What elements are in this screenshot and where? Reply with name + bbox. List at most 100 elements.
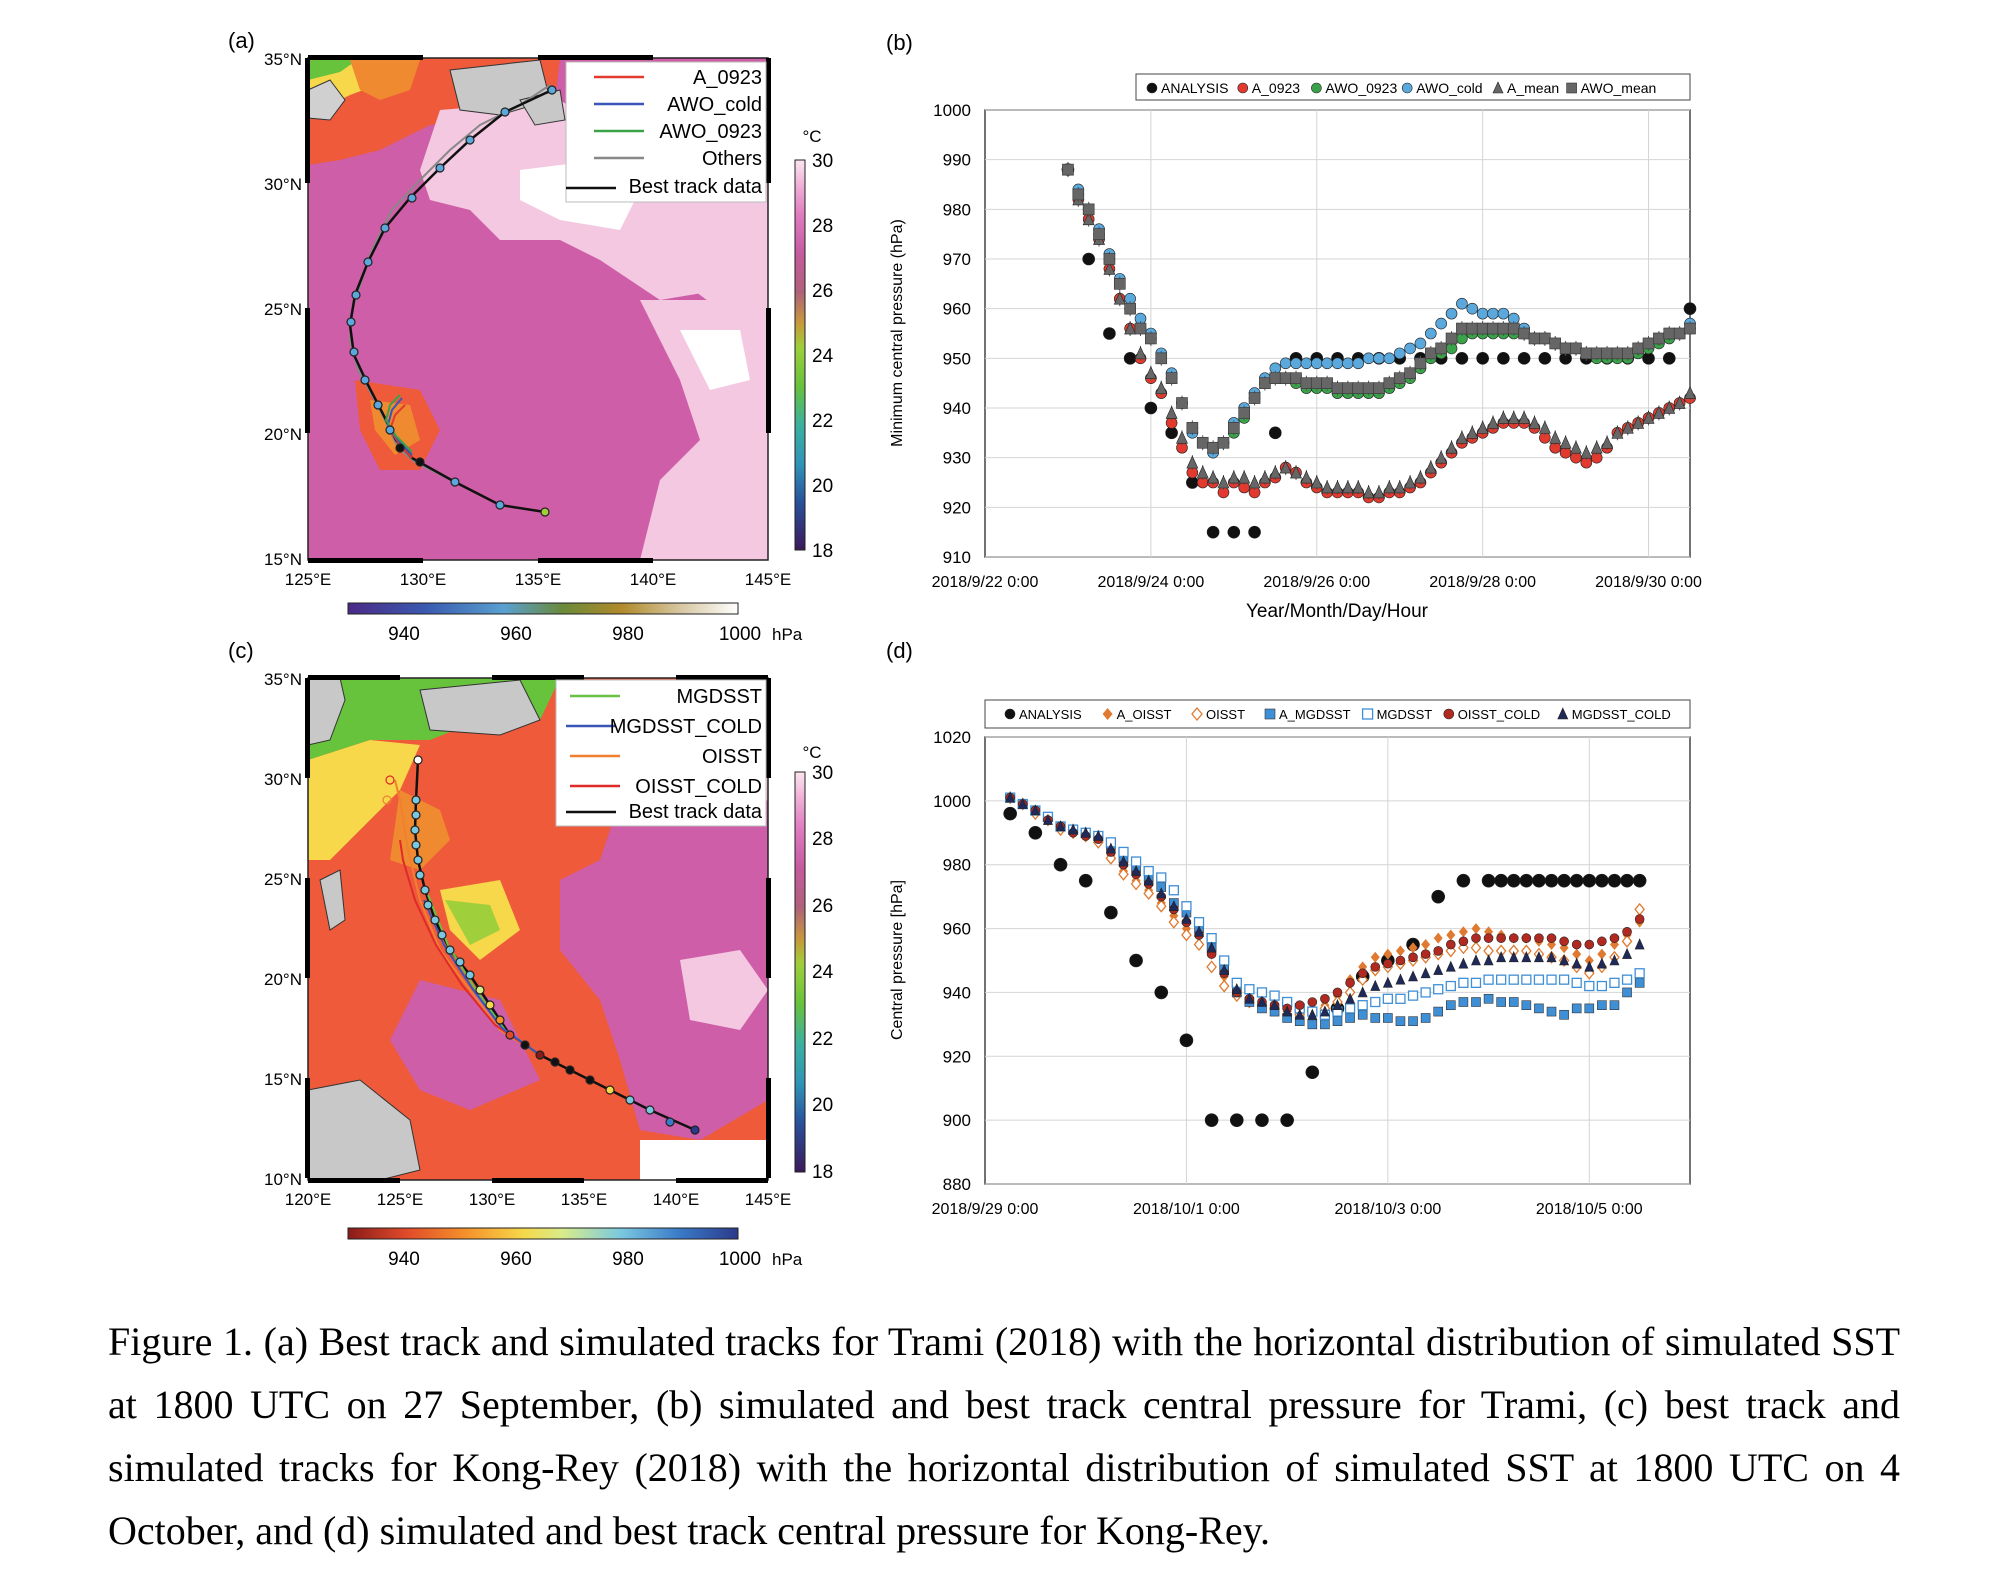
point-awo_cold [1466,302,1479,315]
point-awo_mean [1528,332,1541,345]
point-a_mean [1279,460,1292,474]
point-awo_mean [1207,441,1219,454]
point-a_mgdsst [1521,1000,1532,1011]
plot-area-d [984,736,1691,1185]
point-analysis [1481,873,1496,888]
point-mgdsst [1269,990,1280,1001]
point-mgdsst [1558,974,1570,985]
legend-marker-awo_cold [1401,82,1413,94]
point-awo_cold [1279,357,1292,370]
point-awo_mean [1248,392,1261,404]
sst-tick-a: 24 [812,346,834,367]
point-mgdsst [1609,977,1620,988]
point-a_mean [1476,420,1489,434]
point-oisst_cold [1370,962,1381,972]
point-mgdsst [1206,933,1217,944]
point-analysis [1582,873,1597,888]
point-analysis [1557,873,1571,888]
point-a_mean [1383,480,1396,494]
point-a_mean [1601,435,1614,449]
legend-a-item: A_0923 [693,67,762,89]
point-awo_cold [1300,357,1313,370]
point-a_mean [1621,420,1634,434]
point-a_mgdsst [1559,1009,1569,1020]
point-mgdsst_cold [1420,967,1431,979]
point-a_mean [1373,485,1385,499]
track-points-c [382,755,700,1135]
lat-tick-c: 30°N [264,770,302,789]
point-a_oisst [1458,926,1468,938]
y-tick-label: 1020 [933,728,971,747]
point-analysis [1497,352,1510,365]
panel-d-label: (d) [886,638,913,663]
point-awo_mean [1590,347,1603,360]
point-mgdsst_cold [1483,954,1494,966]
point-awo_cold [1342,357,1354,370]
point-awo_mean [1186,422,1199,434]
point-a_mean [1404,475,1417,489]
point-analysis [1506,873,1521,888]
point-awo_mean [1145,332,1157,345]
point-oisst [1206,960,1217,974]
point-oisst_cold [1483,933,1494,943]
legend-c-item: Best track data [629,801,763,823]
point-mgdsst_cold [1156,887,1167,899]
panel-c-label: (c) [228,638,254,663]
point-a_mean [1569,440,1582,454]
point-oisst_cold [1446,939,1456,950]
point-a_oisst [1471,923,1481,935]
legend-marker-oisst [1191,706,1203,722]
legend-label: A_MGDSST [1279,707,1351,722]
point-mgdsst_cold [1244,992,1255,1004]
point-a_mean [1331,480,1344,494]
point-awo_mean [1093,228,1105,240]
point-mgdsst_cold [1294,1008,1305,1020]
x-tick-label: 2018/9/30 0:00 [1595,574,1702,591]
point-a_mean [1559,435,1572,449]
point-awo_mean [1497,322,1510,335]
lon-tick-c: 140°E [653,1190,700,1209]
point-awo_mean [1352,382,1365,394]
point-mgdsst [1370,996,1381,1008]
legend-label: MGDSST_COLD [1572,707,1671,722]
sst-tick-a: 30 [812,151,833,172]
point-awo_cold [1414,337,1427,350]
point-awo_mean [1393,372,1406,385]
point-mgdsst [1420,987,1431,998]
point-oisst [1218,979,1230,993]
point-awo_mean [1404,367,1416,380]
y-axis-label-b: Minimum central pressure (hPa) [889,219,906,447]
point-a_mean [1186,455,1199,469]
point-oisst_cold [1521,933,1532,943]
point-awo_cold [1352,357,1365,370]
point-awo_mean [1425,347,1437,360]
y-tick-label: 990 [943,151,971,170]
legend-d: ANALYSIS A_OISST OISST A_MGDSST MGDSST OISST_… [984,699,1691,729]
x-ticks-d: 2018/9/29 0:00 2018/10/1 0:00 2018/10/3 0:… [932,1201,1643,1218]
point-a_mean [1144,366,1157,380]
x-tick-label: 2018/10/3 0:00 [1334,1201,1441,1218]
point-mgdsst_cold [1168,899,1179,912]
point-analysis [1255,1113,1269,1127]
point-mgdsst [1496,974,1507,985]
point-awo_mean [1134,322,1147,335]
map-border-ticks-a [305,55,771,563]
point-awo_mean [1342,382,1354,394]
legend-marker-a_0923 [1237,82,1249,94]
point-mgdsst_cold [1571,957,1582,969]
point-mgdsst [1143,865,1154,877]
lon-tick-a: 140°E [630,570,677,589]
point-mgdsst_cold [1395,973,1406,985]
point-a_oisst [1572,948,1582,960]
y-tick-label: 910 [943,548,971,567]
pressure-unit-c: hPa [772,1250,803,1269]
legend-a-item: AWO_cold [667,94,762,116]
y-tick-label: 920 [943,498,971,517]
legend-marker-analysis [1004,708,1016,720]
legend-label: A_0923 [1252,80,1300,96]
point-a_oisst [1433,932,1443,944]
point-a_mgdsst [1597,1000,1607,1011]
point-mgdsst [1219,955,1230,966]
point-mgdsst_cold [1521,951,1532,963]
sst-tick-c: 30 [812,763,833,784]
